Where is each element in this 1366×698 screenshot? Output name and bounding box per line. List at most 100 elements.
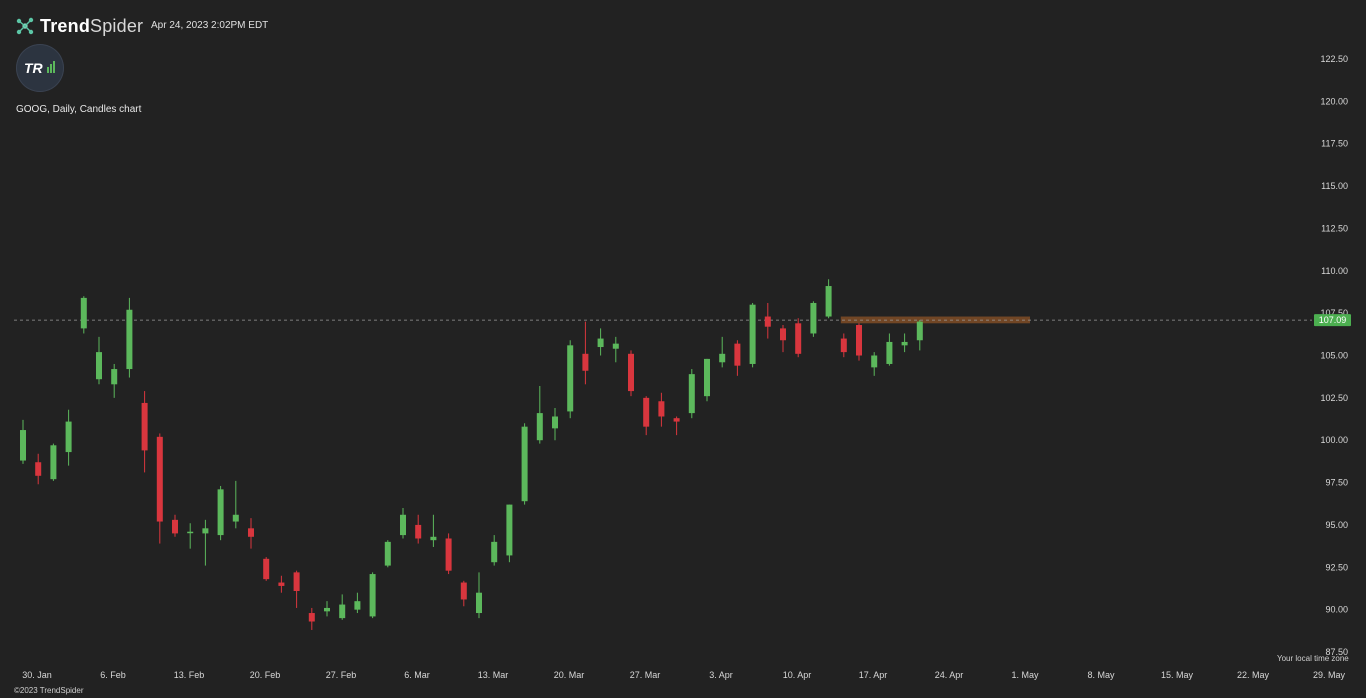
candle-body: [491, 541, 498, 563]
y-tick-label: 107.50: [1320, 308, 1348, 318]
candle-body: [780, 328, 786, 341]
candle-body: [719, 353, 726, 363]
brand-light: Spider: [90, 15, 144, 36]
candle-body: [293, 572, 300, 592]
candle-body: [217, 489, 224, 536]
x-tick-label: 29. May: [1313, 670, 1346, 680]
candle-body: [65, 421, 72, 453]
candle-body: [643, 397, 650, 427]
x-tick-label: 13. Feb: [174, 670, 205, 680]
y-tick-label: 115.00: [1321, 181, 1348, 191]
trendspider-logo-icon: [16, 17, 34, 35]
candle-body: [20, 430, 26, 461]
candle-body: [430, 536, 437, 541]
candle-body: [764, 316, 771, 327]
candle-body: [384, 541, 391, 566]
candle-body: [871, 355, 878, 368]
y-tick-label: 110.00: [1321, 266, 1348, 276]
candle-body: [324, 607, 330, 612]
x-tick-label: 15. May: [1161, 670, 1194, 680]
x-tick-label: 17. Apr: [859, 670, 888, 680]
y-tick-label: 95.00: [1325, 520, 1348, 530]
x-tick-label: 6. Feb: [100, 670, 126, 680]
candle-body: [856, 325, 862, 356]
y-tick-label: 87.50: [1325, 647, 1348, 657]
candle-body: [415, 524, 422, 539]
candle-body: [400, 514, 406, 536]
y-tick-label: 105.00: [1320, 351, 1348, 361]
candle-body: [840, 338, 847, 353]
candle-body: [339, 604, 346, 619]
candle-body: [506, 504, 513, 556]
candle-body: [476, 592, 482, 614]
y-tick-label: 122.50: [1320, 54, 1348, 64]
y-tick-label: 92.50: [1325, 562, 1348, 572]
y-tick-label: 100.00: [1320, 435, 1348, 445]
x-tick-label: 27. Feb: [326, 670, 357, 680]
trm-logo-icon: TR: [24, 60, 55, 76]
candle-body: [202, 528, 209, 534]
x-tick-label: 20. Feb: [250, 670, 281, 680]
timezone-label: Your local time zone: [1277, 654, 1349, 663]
x-tick-label: 10. Apr: [783, 670, 812, 680]
candle-body: [521, 426, 528, 502]
candle-body: [749, 304, 756, 364]
avatar: TR: [16, 44, 64, 92]
brand-bold: Trend: [40, 15, 91, 36]
candle-body: [704, 358, 710, 397]
candle-body: [96, 352, 102, 380]
resistance-zone: [840, 316, 1030, 324]
y-tick-label: 112.50: [1321, 223, 1348, 233]
candle-body: [248, 528, 254, 537]
candle-body: [552, 416, 558, 429]
candle-body: [263, 558, 270, 580]
candle-body: [445, 538, 452, 571]
candle-body: [886, 341, 893, 364]
candle-body: [141, 402, 148, 451]
x-tick-label: 1. May: [1011, 670, 1039, 680]
x-tick-label: 22. May: [1237, 670, 1270, 680]
candle-body: [734, 343, 741, 366]
x-tick-label: 24. Apr: [935, 670, 964, 680]
candle-body: [156, 436, 163, 522]
candle-body: [810, 302, 817, 334]
x-tick-label: 13. Mar: [478, 670, 509, 680]
last-price-value: 107.09: [1319, 315, 1347, 325]
candle-body: [50, 445, 57, 480]
candle-body: [795, 323, 802, 354]
y-tick-label: 90.00: [1325, 605, 1348, 615]
candle-body: [172, 519, 178, 534]
candle-body: [111, 369, 118, 385]
candle-body: [536, 413, 543, 441]
x-tick-label: 6. Mar: [404, 670, 430, 680]
candle-body: [597, 338, 604, 348]
logo-text: TR: [24, 60, 44, 76]
candle-body: [612, 343, 619, 349]
candle-body: [688, 374, 695, 414]
candle-body: [628, 353, 634, 392]
x-tick-label: 20. Mar: [554, 670, 585, 680]
candle-body: [80, 297, 87, 329]
y-tick-label: 97.50: [1325, 478, 1348, 488]
candle-body: [232, 514, 239, 522]
candle-body: [369, 574, 376, 617]
y-tick-label: 120.00: [1320, 96, 1348, 106]
candle-body: [126, 309, 133, 370]
copyright: ©2023 TrendSpider: [14, 686, 84, 695]
x-tick-label: 27. Mar: [630, 670, 661, 680]
candle-body: [825, 286, 832, 317]
app-header: TrendSpider: [14, 14, 143, 38]
candle-body: [354, 601, 361, 610]
y-tick-label: 117.50: [1321, 139, 1348, 149]
y-tick-label: 102.50: [1320, 393, 1348, 403]
candle-body: [901, 341, 908, 346]
candle-body: [308, 613, 315, 622]
candle-body: [567, 345, 574, 412]
candle-body: [658, 401, 665, 417]
x-tick-label: 3. Apr: [709, 670, 733, 680]
candle-body: [916, 321, 923, 341]
chart-label: GOOG, Daily, Candles chart: [16, 104, 142, 115]
brand-name: TrendSpider: [40, 16, 143, 37]
candle-body: [673, 418, 680, 422]
